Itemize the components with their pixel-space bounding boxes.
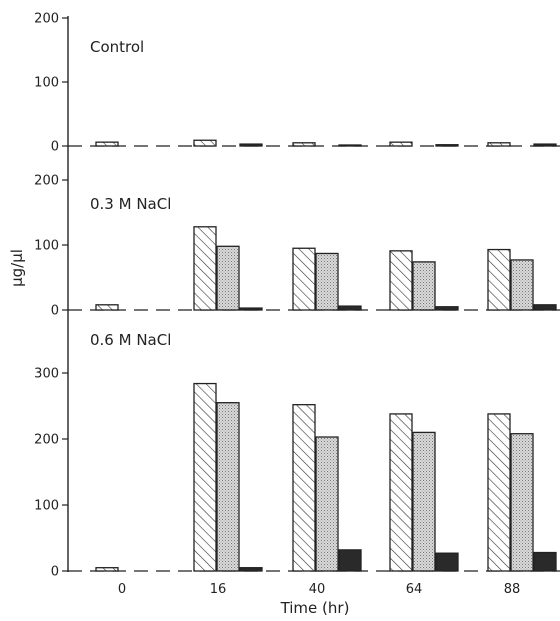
bar-stippled [315,252,339,311]
x-tick-label: 40 [309,582,326,597]
bar-solid [239,143,263,147]
bar-hatched [487,248,511,311]
bar-solid [533,304,557,311]
bar-solid [239,307,263,311]
bar-solid [239,567,263,572]
bar-solid [338,144,362,147]
bar-hatched [95,304,119,311]
bar-hatched [95,141,119,147]
bar-hatched [193,382,217,572]
bar-hatched [193,226,217,311]
x-tick-label: 88 [504,582,521,597]
bar-stippled [412,261,436,311]
panel-label: Control [90,38,144,56]
bar-stippled [216,245,240,311]
bar-hatched [292,142,316,147]
y-tick-label: 200 [34,12,59,27]
bar-stippled [216,402,240,572]
bar-hatched [292,404,316,572]
y-tick-label: 0 [51,140,59,155]
y-tick-label: 0 [51,304,59,319]
bar-solid [435,552,459,572]
bar-solid [533,551,557,572]
y-tick-label: 300 [34,367,59,382]
bar-stippled [510,433,534,572]
bar-hatched [389,250,413,311]
bar-hatched [389,413,413,572]
bar-hatched [487,142,511,147]
bar-stippled [412,431,436,572]
bar-hatched [389,141,413,147]
panel-label: 0.3 M NaCl [90,195,171,213]
y-tick-label: 100 [34,239,59,254]
bar-solid [435,144,459,147]
bar-solid [338,305,362,311]
y-axis-title: μg/μl [8,249,26,287]
bar-solid [533,143,557,147]
bar-hatched [95,567,119,572]
bar-hatched [193,139,217,147]
y-tick-label: 200 [34,433,59,448]
y-tick-label: 100 [34,499,59,514]
panel-1: 0 100 200 Control [34,12,560,155]
panel-label: 0.6 M NaCl [90,331,171,349]
bar-stippled [510,259,534,311]
bar-hatched [487,413,511,572]
panel-3: 0 100 200 300 0.6 M NaCl [34,331,560,580]
x-tick-label: 64 [406,582,423,597]
bar-stippled [315,436,339,572]
y-tick-label: 0 [51,565,59,580]
y-tick-label: 200 [34,174,59,189]
y-tick-label: 100 [34,76,59,91]
x-tick-label: 0 [118,582,126,597]
x-axis-title: Time (hr) [280,599,350,617]
panel-2: 0 100 200 0.3 M NaCl [34,174,560,319]
x-tick-label: 16 [210,582,227,597]
bar-hatched [292,247,316,311]
bar-solid [338,549,362,572]
bar-solid [435,306,459,311]
